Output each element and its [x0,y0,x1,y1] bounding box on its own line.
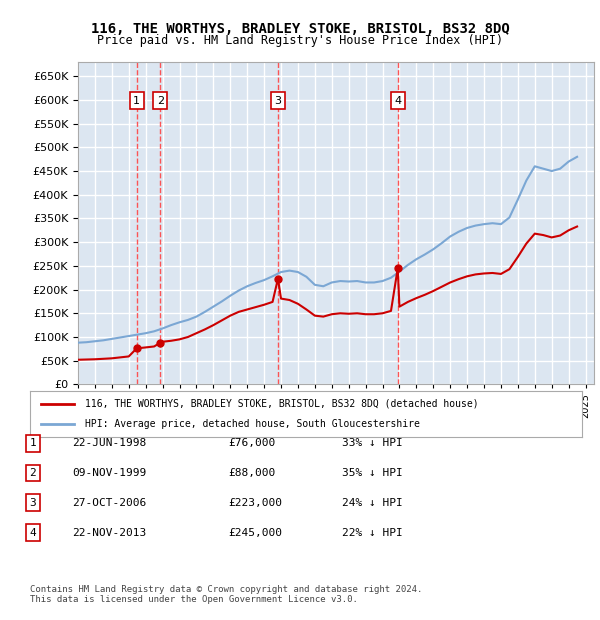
Text: 1: 1 [133,95,140,105]
Text: 3: 3 [29,498,37,508]
Text: 2: 2 [29,468,37,478]
Text: £88,000: £88,000 [228,468,275,478]
Text: Contains HM Land Registry data © Crown copyright and database right 2024.
This d: Contains HM Land Registry data © Crown c… [30,585,422,604]
Text: £223,000: £223,000 [228,498,282,508]
Text: 4: 4 [394,95,401,105]
Text: 22-NOV-2013: 22-NOV-2013 [72,528,146,538]
Text: HPI: Average price, detached house, South Gloucestershire: HPI: Average price, detached house, Sout… [85,419,420,429]
Text: 2: 2 [157,95,164,105]
Text: 116, THE WORTHYS, BRADLEY STOKE, BRISTOL, BS32 8DQ (detached house): 116, THE WORTHYS, BRADLEY STOKE, BRISTOL… [85,399,479,409]
Text: £245,000: £245,000 [228,528,282,538]
Text: 09-NOV-1999: 09-NOV-1999 [72,468,146,478]
Text: 35% ↓ HPI: 35% ↓ HPI [342,468,403,478]
Text: £76,000: £76,000 [228,438,275,448]
Text: Price paid vs. HM Land Registry's House Price Index (HPI): Price paid vs. HM Land Registry's House … [97,34,503,47]
Text: 33% ↓ HPI: 33% ↓ HPI [342,438,403,448]
Text: 22-JUN-1998: 22-JUN-1998 [72,438,146,448]
Text: 116, THE WORTHYS, BRADLEY STOKE, BRISTOL, BS32 8DQ: 116, THE WORTHYS, BRADLEY STOKE, BRISTOL… [91,22,509,36]
Text: 24% ↓ HPI: 24% ↓ HPI [342,498,403,508]
Text: 22% ↓ HPI: 22% ↓ HPI [342,528,403,538]
Text: 27-OCT-2006: 27-OCT-2006 [72,498,146,508]
Text: 1: 1 [29,438,37,448]
Text: 4: 4 [29,528,37,538]
Text: 3: 3 [274,95,281,105]
